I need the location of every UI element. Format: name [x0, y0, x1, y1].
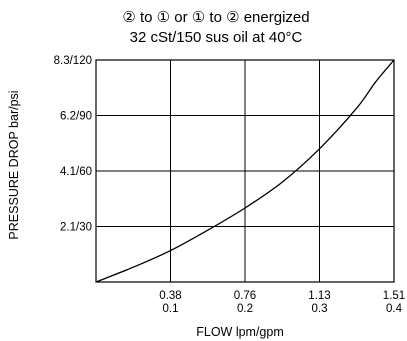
x-tick-label-lpm: 1.51 — [383, 290, 405, 302]
chart-title: ② to ① or ① to ② energized — [122, 9, 309, 26]
y-tick-label: 8.3/120 — [54, 55, 92, 67]
grid-lines — [96, 59, 395, 282]
y-axis-label: PRESSURE DROP bar/psi — [7, 90, 21, 239]
x-tick-label-lpm: 1.13 — [308, 290, 330, 302]
chart-subtitle: 32 cSt/150 sus oil at 40°C — [130, 29, 303, 46]
y-tick-label: 2.1/30 — [60, 222, 92, 234]
x-tick-label-lpm: 0.38 — [159, 290, 181, 302]
pressure-drop-curve — [95, 59, 395, 283]
x-tick-label-lpm: 0.76 — [234, 290, 256, 302]
x-axis-label: FLOW lpm/gpm — [196, 325, 284, 339]
x-axis-ticks: 0.380.1 0.760.2 1.130.3 1.510.4 — [159, 290, 405, 315]
x-tick-label-gpm: 0.1 — [163, 303, 179, 315]
x-tick-label-gpm: 0.2 — [237, 303, 253, 315]
y-axis-ticks: 2.1/30 4.1/60 6.2/90 8.3/120 — [54, 55, 92, 234]
y-tick-label: 4.1/60 — [60, 166, 92, 178]
x-tick-label-gpm: 0.3 — [312, 303, 328, 315]
y-tick-label: 6.2/90 — [60, 111, 92, 123]
plot-area-frame — [95, 59, 395, 283]
x-tick-label-gpm: 0.4 — [386, 303, 403, 315]
